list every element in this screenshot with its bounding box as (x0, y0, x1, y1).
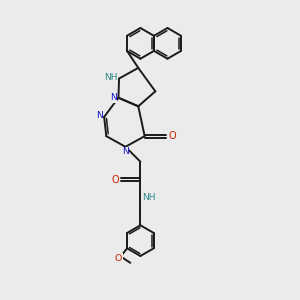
Text: NH: NH (104, 73, 118, 82)
Text: N: N (110, 93, 117, 102)
Text: NH: NH (142, 194, 155, 202)
Text: O: O (168, 131, 176, 141)
Text: N: N (96, 111, 103, 120)
Text: N: N (122, 147, 129, 156)
Text: O: O (111, 175, 119, 185)
Text: O: O (115, 254, 122, 262)
